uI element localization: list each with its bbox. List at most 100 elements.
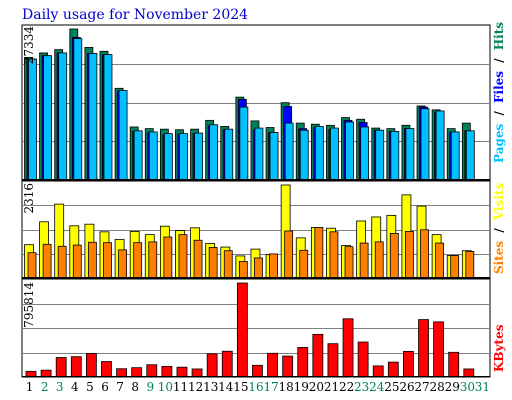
sites-bar-day-24 bbox=[374, 241, 384, 279]
pages-bar-day-18 bbox=[284, 122, 294, 181]
x-tick-label-day-20: 20 bbox=[309, 380, 324, 394]
legend-separator: / bbox=[492, 58, 506, 63]
x-tick-label-day-15: 15 bbox=[233, 380, 248, 394]
x-tick-label-day-5: 5 bbox=[86, 380, 94, 394]
pages-bar-day-5 bbox=[88, 53, 98, 181]
sites-bar-day-25 bbox=[389, 233, 399, 279]
legend-sites: Sites bbox=[492, 241, 506, 274]
kbytes-bar-day-18 bbox=[282, 355, 294, 378]
legend-pages: Pages bbox=[492, 123, 506, 163]
x-tick-label-day-14: 14 bbox=[218, 380, 234, 394]
kbytes-bar-day-9 bbox=[146, 364, 158, 378]
x-tick-label-day-26: 26 bbox=[399, 380, 414, 394]
sites-bar-day-21 bbox=[329, 231, 339, 279]
pages-bar-day-15 bbox=[239, 106, 249, 181]
y-max-labels: 27334 2316 795814 bbox=[22, 26, 36, 328]
x-tick-label-day-21: 21 bbox=[324, 380, 339, 394]
kbytes-bar-day-17 bbox=[267, 352, 278, 378]
x-tick-label-day-11: 11 bbox=[173, 380, 188, 394]
pages-bar-day-14 bbox=[224, 128, 234, 181]
kbytes-bar-day-12 bbox=[191, 368, 203, 378]
legend-kbytes-label: KBytes bbox=[492, 324, 506, 372]
pages-bar-day-30 bbox=[465, 130, 475, 181]
pages-bar-day-8 bbox=[133, 130, 143, 181]
kbytes-bar-day-10 bbox=[161, 365, 173, 378]
pages-bar-day-19 bbox=[299, 129, 309, 181]
x-tick-label-day-3: 3 bbox=[56, 380, 64, 394]
kbytes-bar-day-2 bbox=[40, 369, 52, 378]
sites-bar-day-2 bbox=[42, 243, 52, 279]
kbytes-bar-day-8 bbox=[131, 367, 143, 378]
x-tick-label-day-10: 10 bbox=[158, 380, 173, 394]
pages-bar-day-13 bbox=[209, 124, 219, 181]
sites-bar-day-30 bbox=[465, 251, 475, 279]
sites-bar-day-3 bbox=[57, 245, 67, 279]
kbytes-bar-day-16 bbox=[252, 364, 263, 378]
sites-bar-day-23 bbox=[359, 242, 369, 279]
pages-bar-day-29 bbox=[450, 131, 460, 181]
x-tick-label-day-6: 6 bbox=[101, 380, 109, 394]
panel-kbytes bbox=[21, 278, 491, 378]
kbytes-bar-day-5 bbox=[85, 353, 97, 378]
pages-bar-day-1 bbox=[28, 58, 37, 181]
kbytes-bar-day-27 bbox=[418, 319, 429, 378]
kbytes-bar-day-22 bbox=[342, 318, 354, 378]
kbytes-bar-day-24 bbox=[372, 365, 384, 378]
legend-hits: Hits bbox=[492, 22, 506, 50]
pages-bar-day-27 bbox=[420, 108, 430, 181]
x-tick-label-day-4: 4 bbox=[71, 380, 79, 394]
pages-bar-day-7 bbox=[118, 90, 128, 181]
pages-bar-day-26 bbox=[405, 128, 415, 181]
x-tick-labels: 1 2 3 4 5 6 7 8 9 10 11 12 13 14 15 16 17 18 19 20 21 22 23 24 2… bbox=[26, 380, 490, 394]
sites-bar-day-7 bbox=[118, 249, 127, 279]
kbytes-bar-day-6 bbox=[101, 361, 112, 378]
sites-bar-day-15 bbox=[238, 261, 248, 279]
x-tick-label-day-28: 28 bbox=[430, 380, 445, 394]
sites-bar-day-14 bbox=[223, 250, 233, 279]
kbytes-bar-day-14 bbox=[221, 350, 233, 378]
pages-bar-day-11 bbox=[179, 133, 188, 181]
pages-bar-day-12 bbox=[194, 132, 203, 181]
kbytes-bar-day-7 bbox=[116, 368, 127, 378]
sites-bar-day-12 bbox=[193, 239, 203, 279]
legend-files: Files bbox=[492, 71, 506, 103]
legend-separator: / bbox=[492, 111, 506, 116]
sites-bar-day-1 bbox=[27, 252, 37, 279]
kbytes-bar-day-21 bbox=[327, 343, 339, 378]
kbytes-bar-day-30 bbox=[463, 368, 475, 378]
x-tick-label-day-2: 2 bbox=[41, 380, 49, 394]
sites-bar-day-16 bbox=[254, 257, 263, 279]
sites-bar-day-27 bbox=[420, 229, 429, 279]
x-tick-label-day-17: 17 bbox=[263, 380, 278, 394]
kbytes-bar-day-20 bbox=[312, 333, 324, 378]
pages-bar-day-2 bbox=[43, 55, 52, 181]
pages-bar-day-24 bbox=[375, 129, 385, 181]
sites-bar-day-22 bbox=[344, 246, 354, 279]
sites-bar-day-20 bbox=[314, 226, 324, 279]
x-tick-label-day-29: 29 bbox=[445, 380, 460, 394]
pages-bar-day-6 bbox=[103, 54, 113, 181]
sites-bar-day-19 bbox=[299, 249, 309, 279]
x-tick-label-day-7: 7 bbox=[116, 380, 124, 394]
x-tick-label-day-23: 23 bbox=[354, 380, 369, 394]
sites-bar-day-28 bbox=[435, 242, 445, 279]
pages-bar-day-22 bbox=[345, 121, 354, 181]
kbytes-bar-day-11 bbox=[176, 366, 188, 378]
y-max-label-hits: 27334 bbox=[22, 26, 36, 65]
pages-bar-day-21 bbox=[330, 127, 339, 181]
kbytes-bar-day-28 bbox=[433, 321, 445, 378]
pages-bar-day-4 bbox=[73, 38, 83, 181]
kbytes-bar-day-25 bbox=[387, 361, 399, 378]
pages-bar-day-25 bbox=[390, 130, 400, 181]
y-max-label-visits: 2316 bbox=[22, 183, 36, 214]
y-max-label-kbytes: 795814 bbox=[22, 282, 36, 328]
sites-bar-day-9 bbox=[148, 241, 158, 279]
pages-bar-day-9 bbox=[148, 131, 158, 181]
panel-visits-sites bbox=[21, 180, 491, 279]
x-tick-label-day-18: 18 bbox=[279, 380, 294, 394]
pages-bar-day-28 bbox=[435, 110, 445, 181]
sites-bar-day-4 bbox=[72, 244, 82, 279]
sites-bar-day-8 bbox=[133, 242, 143, 279]
kbytes-bar-day-15 bbox=[236, 282, 248, 378]
